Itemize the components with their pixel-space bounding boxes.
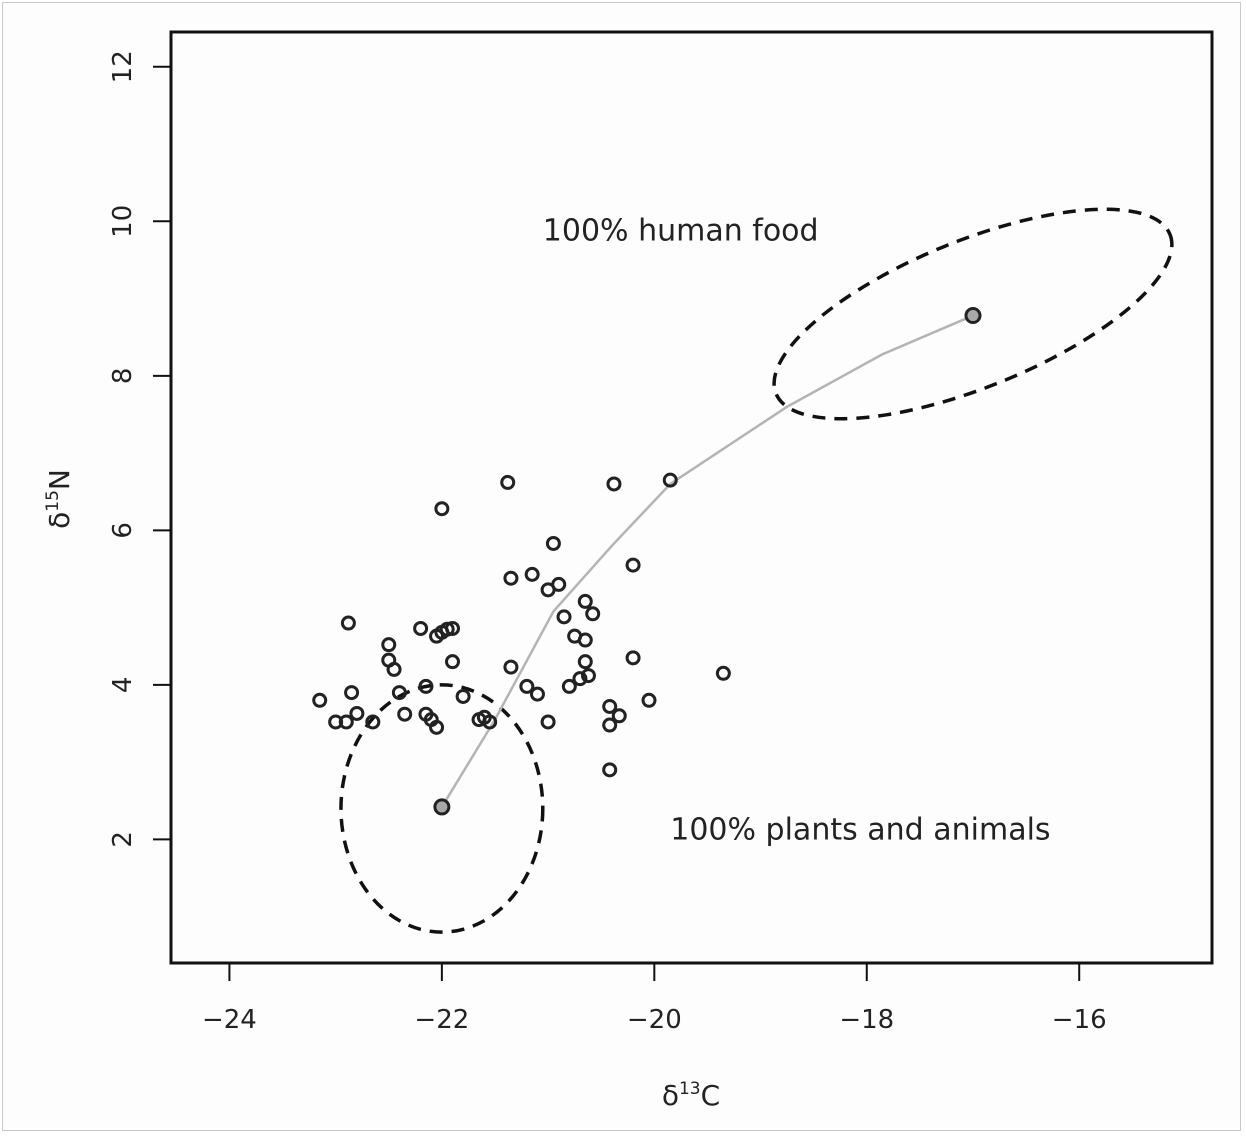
x-tick-label: −22 [414, 1005, 469, 1035]
data-point [625, 650, 641, 666]
data-point [503, 570, 519, 586]
data-point [580, 668, 596, 684]
data-point [577, 654, 593, 670]
data-point [641, 692, 657, 708]
y-tick-label: 4 [108, 677, 138, 694]
data-point [503, 659, 519, 675]
data-point [545, 535, 561, 551]
x-tick-label: −24 [202, 1005, 257, 1035]
y-axis: 2 4 6 8 10 12 [108, 50, 172, 848]
data-point [344, 685, 360, 701]
data-point [381, 637, 397, 653]
data-point [338, 714, 354, 730]
y-tick-label: 12 [108, 50, 138, 83]
data-point [413, 620, 429, 636]
data-point [625, 557, 641, 573]
x-tick-label: −16 [1052, 1005, 1107, 1035]
data-point [482, 714, 498, 730]
data-point [606, 476, 622, 492]
x-axis: −24 −22 −20 −18 −16 [202, 962, 1107, 1035]
x-axis-title: δ13C [662, 1079, 720, 1112]
y-tick-label: 2 [108, 831, 138, 848]
human-ellipse [772, 207, 1174, 421]
data-point [524, 566, 540, 582]
data-point [556, 609, 572, 625]
data-point [391, 685, 407, 701]
data-point [529, 686, 545, 702]
data-point [434, 501, 450, 517]
data-point [577, 593, 593, 609]
plants-ellipse [339, 683, 545, 934]
endpoint-point [964, 307, 982, 325]
y-tick-label: 8 [108, 368, 138, 385]
data-point [611, 708, 627, 724]
y-tick-label: 10 [108, 205, 138, 238]
data-point [455, 688, 471, 704]
data-point [429, 719, 445, 735]
data-point [500, 474, 516, 490]
data-point [386, 661, 402, 677]
mixing-line [440, 314, 974, 808]
data-point [340, 615, 356, 631]
data-point [602, 717, 618, 733]
annotation-plants: 100% plants and animals [670, 812, 1050, 847]
data-point [602, 698, 618, 714]
data-point [602, 762, 618, 778]
x-tick-label: −20 [627, 1005, 682, 1035]
x-tick-label: −18 [839, 1005, 894, 1035]
ellipses-layer [339, 207, 1174, 934]
annotation-human: 100% human food [543, 214, 819, 249]
y-axis-title: δ15N [43, 469, 76, 529]
data-point [551, 576, 567, 592]
data-point [540, 714, 556, 730]
data-point [444, 620, 460, 636]
data-point [349, 705, 365, 721]
data-point [312, 692, 328, 708]
plot-area [169, 30, 1214, 965]
data-point [365, 714, 381, 730]
y-tick-label: 6 [108, 522, 138, 539]
mixing-line-layer [440, 314, 974, 808]
data-point [561, 678, 577, 694]
scatter-chart: −24 −22 −20 −18 −16 2 4 6 8 10 12 100% human food… [43, 30, 1214, 1112]
points-layer [312, 307, 982, 816]
data-point [585, 606, 601, 622]
data-point [715, 665, 731, 681]
data-point [572, 671, 588, 687]
data-point [577, 632, 593, 648]
endpoint-point [433, 798, 451, 816]
data-point [444, 654, 460, 670]
data-point [418, 678, 434, 694]
annotations-layer: 100% human food 100% plants and animals [543, 214, 1051, 848]
data-point [519, 678, 535, 694]
data-point [662, 472, 678, 488]
data-point [397, 706, 413, 722]
